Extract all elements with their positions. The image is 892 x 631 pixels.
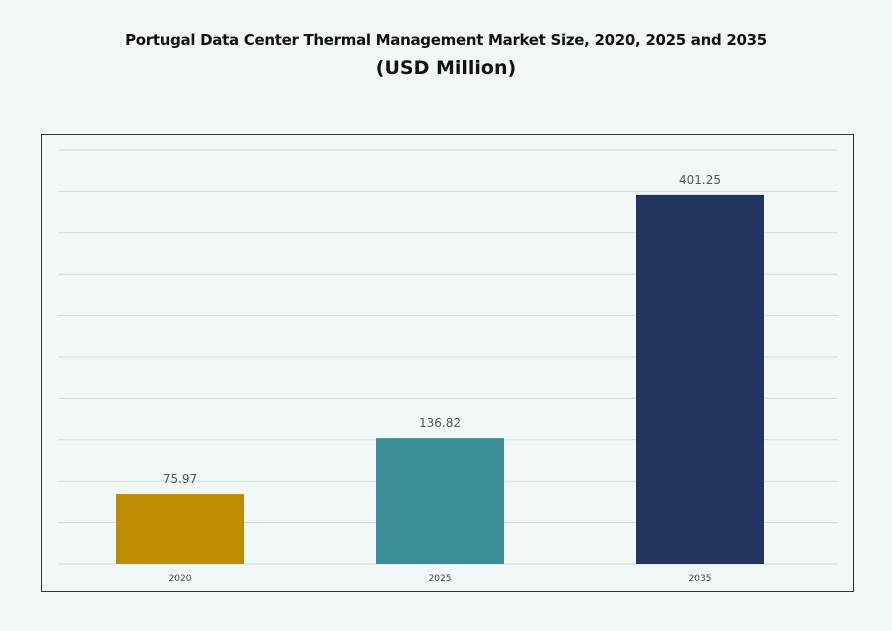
data-label-2025: 136.82 <box>419 416 461 430</box>
data-label-2020: 75.97 <box>163 472 197 486</box>
data-label-2035: 401.25 <box>679 173 721 187</box>
x-tick-label-2035: 2035 <box>689 574 712 584</box>
chart-subtitle: (USD Million) <box>375 57 517 79</box>
bar-2020 <box>116 494 244 564</box>
bar-2035 <box>636 194 764 564</box>
x-tick-label-2025: 2025 <box>429 574 452 584</box>
chart-title: Portugal Data Center Thermal Management … <box>125 31 767 49</box>
x-tick-label-2020: 2020 <box>169 574 192 584</box>
bar-2025 <box>376 438 504 564</box>
